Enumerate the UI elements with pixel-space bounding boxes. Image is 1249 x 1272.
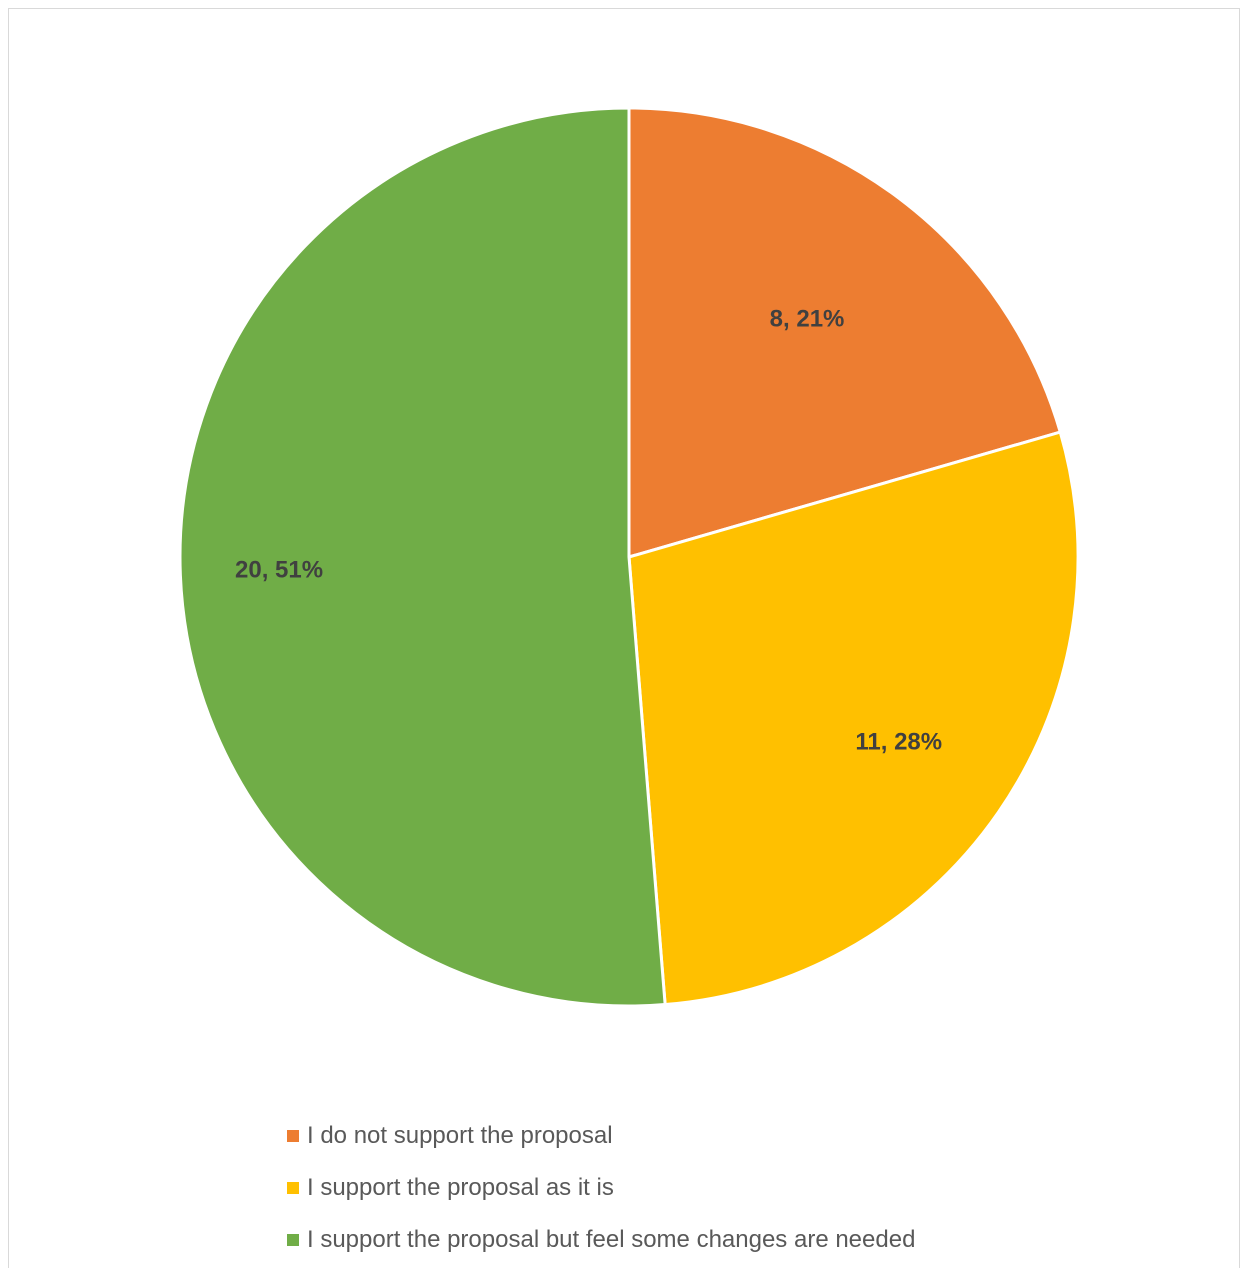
legend-label: I support the proposal as it is bbox=[307, 1174, 614, 1201]
data-label: 8, 21% bbox=[770, 305, 845, 332]
pie-data-labels: 8, 21% 11, 28% 20, 51% bbox=[235, 305, 942, 755]
legend-swatch-orange bbox=[287, 1130, 299, 1142]
legend-swatch-green bbox=[287, 1234, 299, 1246]
slice-support-as-is bbox=[627, 430, 1080, 1007]
legend-swatch-yellow bbox=[287, 1182, 299, 1194]
data-label: 11, 28% bbox=[855, 729, 942, 756]
legend-label: I support the proposal but feel some cha… bbox=[307, 1226, 916, 1253]
legend-label: I do not support the proposal bbox=[307, 1122, 613, 1149]
data-label: 20, 51% bbox=[235, 556, 323, 583]
pie-slices bbox=[178, 106, 1080, 1008]
legend-item-support-as-is: I support the proposal as it is bbox=[287, 1168, 915, 1208]
legend-item-support-with-changes: I support the proposal but feel some cha… bbox=[287, 1220, 915, 1260]
legend-item-do-not-support: I do not support the proposal bbox=[287, 1116, 915, 1156]
slice-do-not-support bbox=[627, 106, 1063, 559]
legend: I do not support the proposal I support … bbox=[287, 1116, 915, 1272]
slice-support-with-changes bbox=[178, 106, 667, 1008]
